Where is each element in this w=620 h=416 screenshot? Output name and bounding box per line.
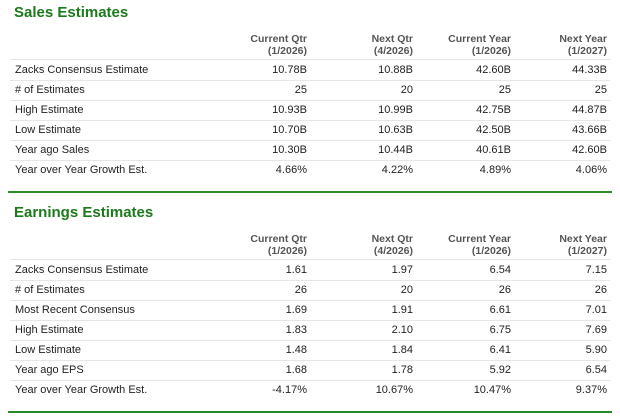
cell-value: 5.90	[585, 344, 607, 356]
cell-value: 20	[400, 84, 413, 96]
row-separator	[10, 80, 610, 81]
cell-value: 10.63B	[378, 124, 413, 136]
row-label: # of Estimates	[15, 84, 85, 96]
cell-value: 7.69	[585, 324, 607, 336]
cell-value: 10.99B	[378, 104, 413, 116]
cell-value: 6.54	[489, 264, 511, 276]
column-period: (1/2026)	[267, 245, 307, 257]
cell-value: 10.88B	[378, 64, 413, 76]
row-separator	[10, 59, 610, 60]
cell-value: 6.54	[585, 364, 607, 376]
cell-value: 7.01	[585, 304, 607, 316]
cell-value: 26	[498, 284, 511, 296]
cell-value: 42.50B	[476, 124, 511, 136]
column-name: Next Year	[559, 33, 607, 45]
column-name: Next Qtr	[371, 33, 413, 45]
section-title: Earnings Estimates	[14, 204, 154, 221]
cell-value: 4.22%	[381, 164, 413, 176]
column-name: Next Qtr	[371, 233, 413, 245]
row-label: High Estimate	[15, 104, 84, 116]
cell-value: 6.75	[489, 324, 511, 336]
cell-value: 10.67%	[375, 384, 413, 396]
cell-value: 4.89%	[479, 164, 511, 176]
row-label: Year ago Sales	[15, 144, 90, 156]
row-separator	[10, 280, 610, 281]
cell-value: 25	[498, 84, 511, 96]
row-separator	[10, 300, 610, 301]
cell-value: 26	[294, 284, 307, 296]
cell-value: 5.92	[489, 364, 511, 376]
column-period: (4/2026)	[373, 45, 413, 57]
cell-value: 4.66%	[275, 164, 307, 176]
cell-value: 43.66B	[572, 124, 607, 136]
column-name: Current Year	[448, 233, 511, 245]
row-label: Low Estimate	[15, 344, 82, 356]
cell-value: 42.60B	[572, 144, 607, 156]
row-label: Year over Year Growth Est.	[15, 384, 148, 396]
row-label: High Estimate	[15, 324, 84, 336]
cell-value: 1.84	[391, 344, 413, 356]
column-period: (1/2026)	[267, 45, 307, 57]
row-separator	[10, 340, 610, 341]
row-label: # of Estimates	[15, 284, 85, 296]
row-label: Zacks Consensus Estimate	[15, 64, 149, 76]
cell-value: 6.61	[489, 304, 511, 316]
cell-value: 42.60B	[476, 64, 511, 76]
column-name: Current Qtr	[250, 233, 307, 245]
row-label: Year over Year Growth Est.	[15, 164, 148, 176]
cell-value: 1.69	[285, 304, 307, 316]
cell-value: 25	[594, 84, 607, 96]
cell-value: 2.10	[391, 324, 413, 336]
cell-value: 10.30B	[272, 144, 307, 156]
row-separator	[10, 320, 610, 321]
column-period: (1/2027)	[567, 245, 607, 257]
cell-value: 1.61	[285, 264, 307, 276]
column-period: (1/2027)	[567, 45, 607, 57]
cell-value: 44.87B	[572, 104, 607, 116]
cell-value: 26	[594, 284, 607, 296]
cell-value: 25	[294, 84, 307, 96]
section-title: Sales Estimates	[14, 4, 129, 21]
row-separator	[10, 100, 610, 101]
section-divider	[8, 411, 612, 413]
cell-value: 4.06%	[575, 164, 607, 176]
row-separator	[10, 160, 610, 161]
row-separator	[10, 259, 610, 260]
cell-value: 10.78B	[272, 64, 307, 76]
column-name: Current Qtr	[250, 33, 307, 45]
column-period: (1/2026)	[471, 245, 511, 257]
cell-value: 1.91	[391, 304, 413, 316]
cell-value: 10.47%	[473, 384, 511, 396]
column-period: (4/2026)	[373, 245, 413, 257]
cell-value: 10.44B	[378, 144, 413, 156]
row-separator	[10, 120, 610, 121]
column-name: Current Year	[448, 33, 511, 45]
cell-value: 10.93B	[272, 104, 307, 116]
section-divider	[8, 191, 612, 193]
cell-value: 6.41	[489, 344, 511, 356]
row-label: Year ago EPS	[15, 364, 84, 376]
row-separator	[10, 140, 610, 141]
cell-value: 20	[400, 284, 413, 296]
cell-value: 7.15	[585, 264, 607, 276]
cell-value: 42.75B	[476, 104, 511, 116]
cell-value: 1.48	[285, 344, 307, 356]
cell-value: 1.83	[285, 324, 307, 336]
cell-value: 1.68	[285, 364, 307, 376]
row-separator	[10, 360, 610, 361]
row-label: Zacks Consensus Estimate	[15, 264, 149, 276]
cell-value: 44.33B	[572, 64, 607, 76]
cell-value: 1.78	[391, 364, 413, 376]
cell-value: 10.70B	[272, 124, 307, 136]
row-label: Most Recent Consensus	[15, 304, 135, 316]
cell-value: 1.97	[391, 264, 413, 276]
cell-value: 40.61B	[476, 144, 511, 156]
row-label: Low Estimate	[15, 124, 82, 136]
cell-value: 9.37%	[575, 384, 607, 396]
cell-value: -4.17%	[272, 384, 307, 396]
column-period: (1/2026)	[471, 45, 511, 57]
column-name: Next Year	[559, 233, 607, 245]
row-separator	[10, 380, 610, 381]
